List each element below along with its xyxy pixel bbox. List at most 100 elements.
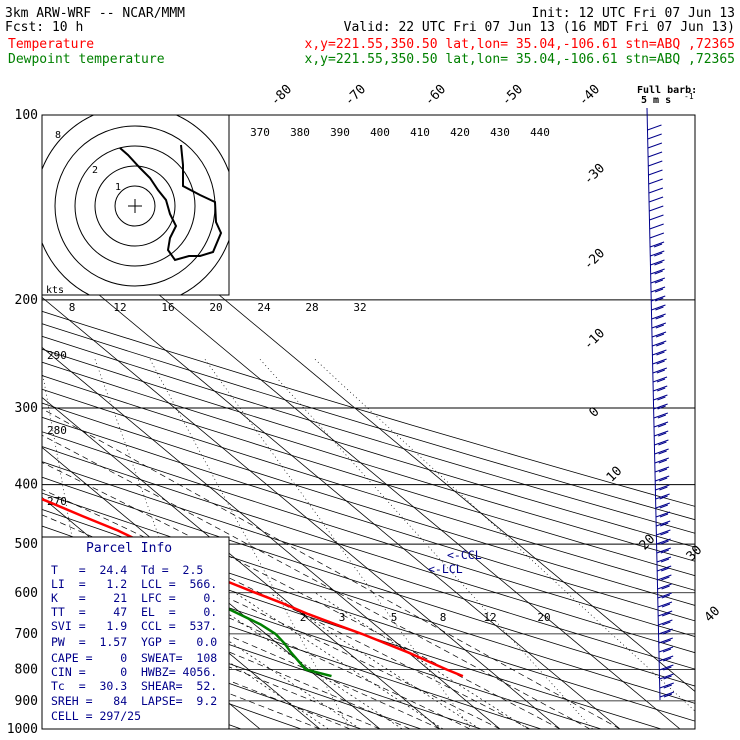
wind-barb bbox=[653, 421, 669, 428]
wind-barb bbox=[659, 477, 668, 482]
wind-barb bbox=[652, 358, 667, 365]
wind-barb bbox=[656, 547, 671, 554]
dry-adiabat-line bbox=[42, 492, 695, 704]
dewpoint-profile bbox=[42, 546, 332, 678]
isotherm-line bbox=[42, 346, 501, 729]
hodo-speed-tick: 16 bbox=[161, 301, 174, 314]
parcel-info-box bbox=[41, 536, 230, 730]
mixing-ratio-label: 2 bbox=[300, 611, 307, 624]
parcel-info-row: K = 21 LFC = 0. bbox=[51, 591, 217, 605]
wind-barb bbox=[652, 349, 667, 356]
wind-barb bbox=[650, 277, 666, 284]
parcel-info-row: T = 24.4 Td = 2.5 bbox=[51, 563, 203, 577]
wind-barb bbox=[654, 261, 663, 266]
wind-barb bbox=[652, 367, 667, 374]
wind-barb bbox=[648, 160, 663, 167]
wind-barb bbox=[655, 511, 671, 518]
wind-barb bbox=[655, 324, 665, 329]
wind-barb bbox=[654, 466, 670, 473]
barb-legend-exponent: -1 bbox=[684, 92, 694, 101]
wind-barb bbox=[662, 657, 672, 662]
dry-adiabat-line bbox=[42, 388, 695, 591]
wind-barb bbox=[658, 468, 668, 473]
wind-barb bbox=[647, 133, 662, 140]
wind-barb bbox=[651, 295, 666, 302]
parcel-info-row: PW = 1.57 YGP = 0.0 bbox=[51, 635, 217, 649]
wind-barb bbox=[647, 142, 663, 149]
dewpoint-location: x,y=221.55,350.50 lat,lon= 35.04,-106.61… bbox=[305, 52, 735, 67]
wind-barb bbox=[660, 558, 670, 563]
hodo-speed-tick: 12 bbox=[113, 301, 126, 314]
wind-barb bbox=[658, 441, 667, 446]
theta-tick-label: 440 bbox=[530, 126, 550, 139]
mixing-ratio-tick-labels: 2 3 5 8 12 20 bbox=[300, 611, 551, 624]
theta-tick-labels: 370 380 390 400 410 420 430 440 bbox=[250, 126, 550, 139]
wind-barb bbox=[658, 459, 667, 464]
wind-barb bbox=[662, 612, 671, 617]
wind-barb bbox=[657, 414, 666, 419]
wind-barb bbox=[650, 268, 665, 275]
wind-barb bbox=[655, 315, 664, 320]
mixing-ratio-line bbox=[196, 592, 403, 729]
temperature-tick-label: 30 bbox=[684, 543, 706, 565]
hodograph-ring bbox=[94, 165, 176, 247]
temperature-tick-label: 0 bbox=[586, 404, 602, 420]
wind-barb bbox=[662, 648, 672, 653]
wind-barb bbox=[654, 288, 664, 293]
hodo-speed-tick: 20 bbox=[209, 301, 222, 314]
hodograph: 8 2 1 kts bbox=[41, 114, 230, 296]
hodograph-ring bbox=[114, 185, 156, 227]
wind-barb bbox=[656, 556, 672, 563]
temperature-tick-label: -80 bbox=[268, 82, 295, 109]
temperature-tick-label: -60 bbox=[422, 82, 449, 109]
wind-barb bbox=[653, 403, 668, 410]
pressure-labels: 100 200 300 400 500 600 700 800 900 1000 bbox=[7, 108, 38, 737]
mixing-ratio-label: 8 bbox=[440, 611, 447, 624]
temperature-profile bbox=[42, 497, 464, 678]
dewpoint-legend: Dewpoint temperature bbox=[8, 52, 165, 67]
wind-barb bbox=[661, 594, 670, 599]
pressure-label: 500 bbox=[15, 537, 38, 552]
wind-barb bbox=[658, 610, 673, 617]
wind-barb bbox=[658, 450, 667, 455]
dry-adiabat-line bbox=[42, 616, 362, 729]
wind-barb bbox=[656, 538, 671, 545]
wind-barb bbox=[648, 178, 663, 185]
dry-adiabat-line bbox=[42, 416, 695, 622]
wind-barb bbox=[649, 241, 665, 248]
theta-tick-label: 420 bbox=[450, 126, 470, 139]
wind-barb bbox=[660, 540, 669, 545]
hodograph-trace bbox=[119, 144, 223, 262]
wind-barb bbox=[658, 637, 673, 644]
isotherm-line bbox=[42, 246, 621, 729]
barb-legend-title: Full barb: bbox=[637, 85, 697, 96]
hodo-ring-label: 8 bbox=[55, 130, 61, 141]
wind-barb bbox=[654, 270, 663, 275]
hodo-speed-tick: 28 bbox=[305, 301, 318, 314]
wind-barb bbox=[663, 693, 673, 698]
wind-barb bbox=[657, 405, 666, 410]
theta-tick-label: 430 bbox=[490, 126, 510, 139]
theta-e-label: 290 bbox=[47, 349, 67, 362]
wind-barb bbox=[661, 567, 670, 572]
parcel-info-row: SVI = 1.9 CCL = 537. bbox=[51, 619, 217, 633]
parcel-info-row: LI = 1.2 LCL = 566. bbox=[51, 577, 217, 591]
wind-barb bbox=[655, 475, 670, 482]
mixing-ratio-label: 12 bbox=[483, 611, 496, 624]
init-time: Init: 12 UTC Fri 07 Jun 13 bbox=[532, 6, 736, 21]
temperature-tick-label: -10 bbox=[581, 326, 608, 353]
wind-barb bbox=[663, 675, 672, 680]
wind-barb bbox=[656, 529, 671, 536]
theta-e-line bbox=[259, 359, 593, 729]
wind-barb bbox=[650, 259, 665, 266]
wind-barb bbox=[659, 664, 674, 671]
moist-adiabat-line bbox=[42, 434, 591, 729]
wind-barb bbox=[649, 223, 664, 230]
wind-barb bbox=[653, 412, 668, 419]
wind-barb bbox=[663, 684, 672, 689]
wind-barb bbox=[654, 439, 669, 446]
wind-barb bbox=[653, 243, 663, 248]
wind-barb bbox=[653, 385, 668, 392]
hodo-speed-tick: 8 bbox=[69, 301, 76, 314]
mixing-ratio-label: 5 bbox=[391, 611, 398, 624]
